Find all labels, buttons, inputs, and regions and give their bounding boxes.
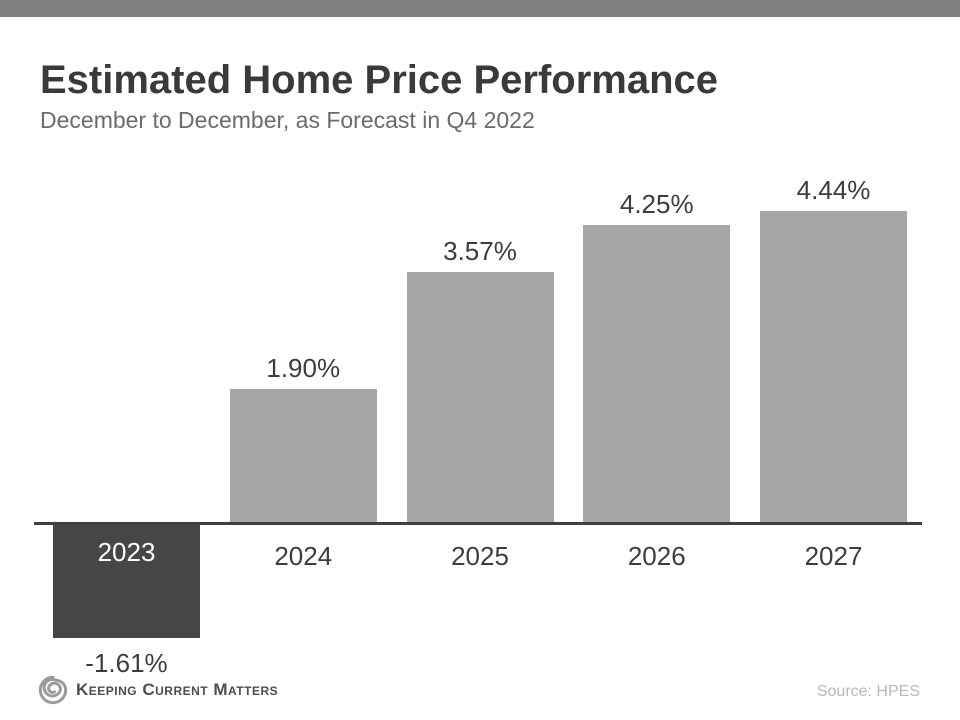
bar-2024 [229,389,377,522]
x-axis-line [34,522,922,525]
category-label-2025: 2025 [451,541,509,571]
top-accent-bar [0,0,960,17]
page-subtitle: December to December, as Forecast in Q4 … [40,107,535,133]
bar-2027 [760,211,907,522]
source-credit: Source: HPES [816,683,920,700]
value-label-2023: -1.61% [85,647,168,678]
category-label-2023: 2023 [97,537,156,567]
page-title: Estimated Home Price Performance [40,58,719,102]
bar-2025 [406,272,554,522]
kcm-logo-text: Keeping Current Matters [76,680,279,699]
category-label-2026: 2026 [627,541,686,571]
kcm-logo: Keeping Current Matters [38,675,278,705]
value-label-2026: 4.25% [619,188,694,219]
kcm-swirl-icon [38,675,68,705]
bar-2023 [53,525,200,638]
value-label-2024: 1.90% [266,353,341,383]
value-label-2027: 4.44% [796,175,871,206]
value-label-2025: 3.57% [443,236,517,267]
bar-2026 [583,224,731,522]
category-label-2024: 2024 [274,541,333,571]
category-label-2027: 2027 [804,541,863,571]
